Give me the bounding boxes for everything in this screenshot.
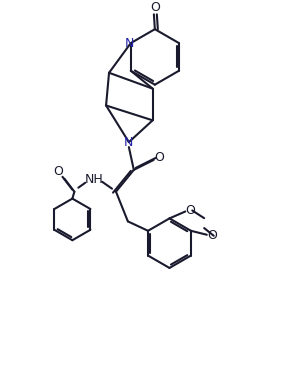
- Text: NH: NH: [85, 173, 104, 186]
- Text: N: N: [125, 37, 135, 49]
- Text: O: O: [185, 204, 195, 217]
- Text: O: O: [150, 1, 160, 14]
- Text: O: O: [155, 151, 164, 165]
- Text: O: O: [54, 165, 64, 178]
- Text: N: N: [124, 136, 133, 149]
- Text: O: O: [207, 229, 217, 242]
